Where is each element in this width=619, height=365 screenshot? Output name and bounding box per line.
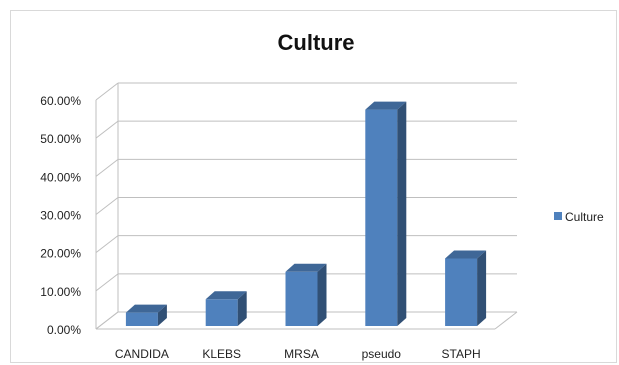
gridline-side (95, 311, 119, 330)
legend-label: Culture (565, 210, 604, 224)
bar-top (125, 304, 167, 313)
bar-klebs (205, 291, 247, 326)
bar-front (445, 258, 478, 326)
bar-side (317, 263, 327, 326)
chart-title: Culture (278, 30, 355, 55)
y-tick-label: 0.00% (47, 323, 81, 337)
bar-top (205, 291, 247, 300)
gridline-side (95, 197, 119, 215)
bar-front (365, 109, 398, 326)
bar-staph (445, 250, 487, 326)
x-tick-label: CANDIDA (115, 347, 169, 361)
bars (125, 101, 487, 326)
floor-right-edge (494, 311, 518, 330)
gridline-side (95, 82, 119, 101)
gridline-side (95, 120, 119, 139)
gridline-side (95, 235, 119, 254)
y-tick-label: 20.00% (40, 247, 81, 261)
y-tick-label: 60.00% (40, 94, 81, 108)
gridline-side (95, 158, 119, 177)
bar-front (285, 271, 318, 326)
bar-top (365, 101, 407, 110)
bar-top (285, 263, 327, 272)
bar-top (445, 250, 487, 259)
legend-swatch (554, 212, 562, 220)
x-tick-label: MRSA (284, 347, 319, 361)
y-tick-label: 30.00% (40, 209, 81, 223)
bar-side (237, 291, 247, 326)
legend: Culture (554, 210, 604, 224)
y-tick-label: 40.00% (40, 170, 81, 184)
bar-side (397, 101, 407, 326)
x-tick-label: KLEBS (202, 347, 241, 361)
bar-side (157, 304, 167, 326)
bar-front (125, 312, 158, 326)
y-axis-ticks: 0.00% 10.00% 20.00% 30.00% 40.00% 50.00% 60.00… (40, 94, 81, 337)
gridline-side (95, 273, 119, 292)
y-tick-label: 10.00% (40, 285, 81, 299)
bar-side (477, 250, 487, 326)
y-tick-label: 50.00% (40, 132, 81, 146)
x-axis-ticks: CANDIDA KLEBS MRSA pseudo STAPH (115, 347, 481, 361)
bar-mrsa (285, 263, 327, 326)
bar-front (205, 299, 238, 326)
x-tick-label: STAPH (442, 347, 481, 361)
x-tick-label: pseudo (362, 347, 402, 361)
bar-pseudo (365, 101, 407, 326)
bar-candida (125, 304, 167, 326)
